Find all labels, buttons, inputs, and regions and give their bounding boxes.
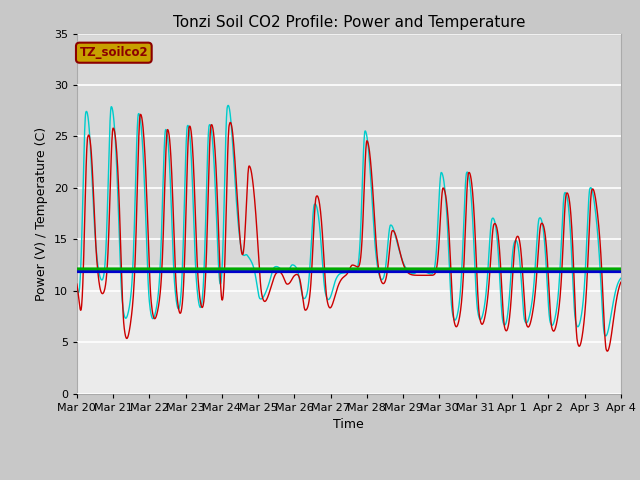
CR23X Voltage bbox=[298, 269, 305, 275]
CR10X Temperature bbox=[104, 187, 112, 192]
CR23X Temperature bbox=[445, 221, 452, 227]
CR23X Temperature bbox=[604, 348, 611, 354]
X-axis label: Time: Time bbox=[333, 418, 364, 431]
CR10X Voltage bbox=[104, 266, 112, 272]
Title: Tonzi Soil CO2 Profile: Power and Temperature: Tonzi Soil CO2 Profile: Power and Temper… bbox=[173, 15, 525, 30]
CR10X Voltage bbox=[73, 266, 81, 272]
CR23X Voltage bbox=[73, 269, 81, 275]
Y-axis label: Power (V) / Temperature (C): Power (V) / Temperature (C) bbox=[35, 127, 48, 300]
CR10X Voltage bbox=[295, 266, 303, 272]
CR10X Temperature bbox=[602, 333, 609, 339]
CR10X Voltage bbox=[276, 266, 284, 272]
CR23X Temperature bbox=[137, 111, 145, 117]
CR23X Temperature bbox=[189, 157, 197, 163]
CR23X Temperature bbox=[73, 281, 81, 287]
Line: CR10X Temperature: CR10X Temperature bbox=[77, 106, 621, 336]
CR23X Voltage bbox=[276, 269, 284, 275]
CR10X Voltage bbox=[298, 266, 305, 272]
CR23X Voltage bbox=[189, 269, 196, 275]
CR10X Voltage bbox=[444, 266, 452, 272]
CR10X Temperature bbox=[189, 193, 196, 199]
CR10X Temperature bbox=[276, 266, 284, 272]
Bar bbox=[77, 34, 621, 265]
CR23X Temperature bbox=[295, 274, 303, 280]
Line: CR23X Temperature: CR23X Temperature bbox=[77, 114, 621, 351]
Legend: CR23X Temperature, CR23X Voltage, CR10X Voltage, CR10X Temperature: CR23X Temperature, CR23X Voltage, CR10X … bbox=[75, 477, 623, 480]
CR10X Temperature bbox=[298, 290, 306, 296]
CR23X Voltage bbox=[295, 269, 303, 275]
CR23X Temperature bbox=[276, 270, 284, 276]
CR23X Temperature bbox=[617, 279, 625, 285]
CR10X Temperature bbox=[295, 274, 303, 280]
CR23X Temperature bbox=[298, 288, 306, 294]
CR10X Voltage bbox=[617, 266, 625, 272]
CR23X Voltage bbox=[444, 269, 452, 275]
CR10X Temperature bbox=[445, 243, 452, 249]
CR10X Temperature bbox=[617, 276, 625, 281]
Text: TZ_soilco2: TZ_soilco2 bbox=[79, 46, 148, 59]
CR10X Voltage bbox=[189, 266, 196, 272]
CR10X Temperature bbox=[73, 285, 81, 291]
CR23X Voltage bbox=[617, 269, 625, 275]
CR23X Temperature bbox=[104, 250, 112, 256]
CR23X Voltage bbox=[104, 269, 112, 275]
CR10X Temperature bbox=[225, 103, 232, 108]
